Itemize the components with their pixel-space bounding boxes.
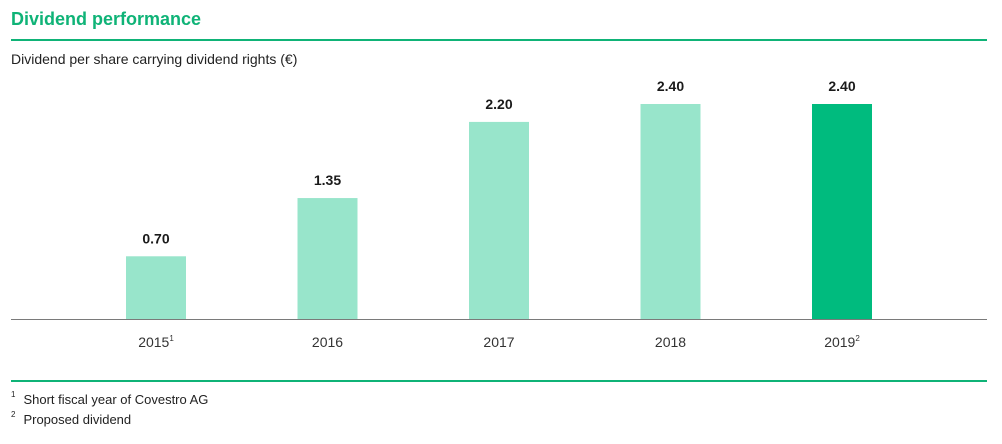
tick-label-2016: 2016: [312, 334, 343, 350]
footnote-1-text: Short fiscal year of Covestro AG: [23, 392, 209, 407]
value-label-2018: 2.40: [657, 78, 684, 94]
bar-2019: [812, 104, 872, 319]
tick-label-2018: 2018: [655, 334, 686, 350]
footnote-divider: [11, 380, 987, 382]
tick-label-2019: 20192: [824, 334, 860, 350]
bar-2015: [126, 256, 186, 319]
footnote-1-mark: 1: [11, 390, 16, 399]
dividend-bar-chart: 0.70 20151 1.35 2016 2.20 2017 2.40 2018 2.40 201…: [11, 78, 987, 350]
title-divider: [11, 39, 987, 41]
bar-2017: [469, 121, 529, 320]
footnote-2-mark: 2: [11, 410, 16, 419]
value-label-2015: 0.70: [142, 230, 169, 246]
tick-label-2017: 2017: [483, 334, 514, 350]
chart-subtitle: Dividend per share carrying dividend rig…: [11, 51, 298, 67]
footnote-2: 2 Proposed dividend: [11, 410, 132, 427]
footnote-1: 1 Short fiscal year of Covestro AG: [11, 390, 209, 407]
bar-2016: [297, 198, 358, 319]
value-label-2017: 2.20: [485, 96, 512, 112]
value-label-2019: 2.40: [828, 78, 855, 94]
footnote-2-text: Proposed dividend: [23, 412, 132, 427]
chart-title: Dividend performance: [11, 9, 202, 29]
tick-label-2015: 20151: [138, 334, 174, 350]
bar-2018: [640, 104, 701, 319]
value-label-2016: 1.35: [314, 172, 341, 188]
